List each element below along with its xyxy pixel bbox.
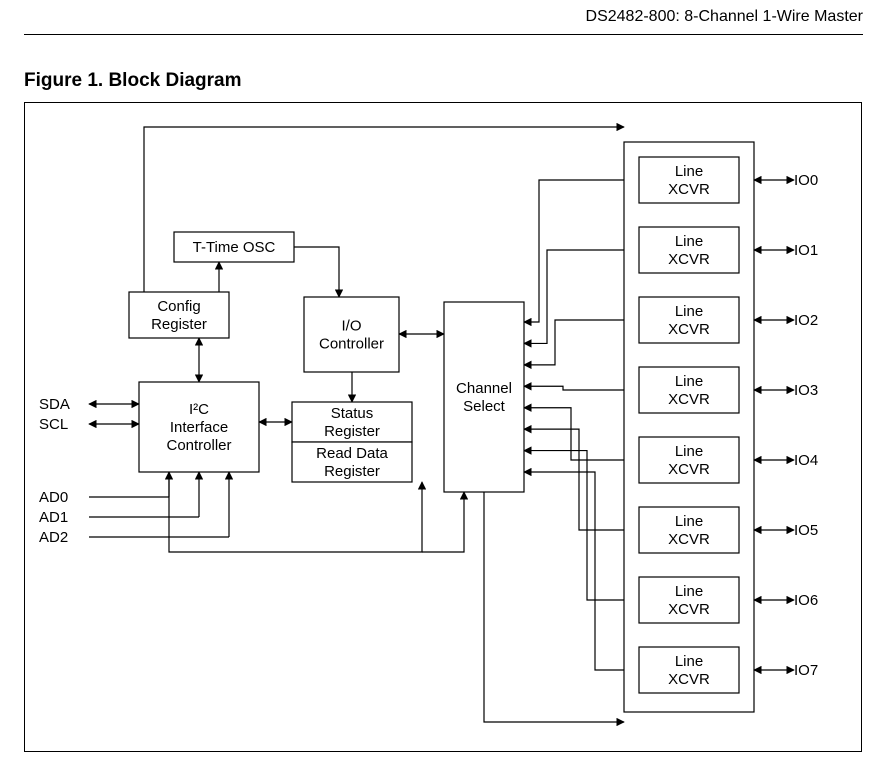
wire-chsel-xcvr-5 [524,429,639,530]
line-xcvr-4-label: XCVR [668,461,710,478]
config-register-block-label: Register [151,316,207,333]
wire-bus-to-chsel [422,492,464,552]
line-xcvr-2-label: Line [675,303,703,320]
header-rule [24,34,863,35]
status-register-block-label: Status [331,405,374,422]
wire-i2c-to-readdata [169,472,422,552]
i2c-interface-controller-block-label: I²C [189,401,209,418]
wire-chsel-to-xcvr-bottom [484,492,624,722]
pin-ad0-label: AD0 [39,489,68,506]
wire-chsel-xcvr-1 [524,250,639,343]
line-xcvr-3-label: Line [675,373,703,390]
read-data-register-block-label: Read Data [316,445,388,462]
io-label-3: IO3 [794,382,818,399]
wire-chsel-xcvr-2 [524,320,639,365]
line-xcvr-6-label: Line [675,583,703,600]
line-xcvr-5-label: XCVR [668,531,710,548]
read-data-register-block-label: Register [324,463,380,480]
io-controller-block-label: I/O [341,318,361,335]
line-xcvr-0-label: XCVR [668,181,710,198]
wire-chsel-xcvr-4 [524,408,639,460]
wire-chsel-xcvr-6 [524,451,639,600]
block-diagram: T-Time OSCConfigRegisterI²CInterfaceCont… [24,102,862,752]
wire-chsel-xcvr-0 [524,180,639,322]
wire-chsel-xcvr-3 [524,386,639,390]
line-xcvr-4-label: Line [675,443,703,460]
pin-ad1-label: AD1 [39,509,68,526]
io-label-5: IO5 [794,522,818,539]
line-xcvr-2-label: XCVR [668,321,710,338]
i2c-interface-controller-block-label: Interface [170,419,228,436]
io-controller-block-label: Controller [319,336,384,353]
i2c-interface-controller-block-label: Controller [166,437,231,454]
io-label-0: IO0 [794,172,818,189]
io-controller-block [304,297,399,372]
channel-select-block-label: Channel [456,380,512,397]
io-label-7: IO7 [794,662,818,679]
wire-chsel-xcvr-7 [524,472,639,670]
pin-scl-label: SCL [39,416,68,433]
line-xcvr-0-label: Line [675,163,703,180]
header-product: DS2482-800: 8-Channel 1-Wire Master [586,8,863,26]
pin-ad2-label: AD2 [39,529,68,546]
line-xcvr-5-label: Line [675,513,703,530]
io-label-1: IO1 [794,242,818,259]
config-register-block-label: Config [157,298,200,315]
line-xcvr-7-label: XCVR [668,671,710,688]
wire-config-to-xcvr [144,127,624,292]
io-label-4: IO4 [794,452,818,469]
ttime-osc-block-label: T-Time OSC [193,239,276,256]
status-register-block-label: Register [324,423,380,440]
figure-title: Figure 1. Block Diagram [24,70,242,92]
io-label-6: IO6 [794,592,818,609]
pin-sda-label: SDA [39,396,70,413]
line-xcvr-1-label: XCVR [668,251,710,268]
line-xcvr-6-label: XCVR [668,601,710,618]
channel-select-block-label: Select [463,398,506,415]
io-label-2: IO2 [794,312,818,329]
channel-select-block [444,302,524,492]
line-xcvr-1-label: Line [675,233,703,250]
line-xcvr-3-label: XCVR [668,391,710,408]
wire-ttime-ioctrl [294,247,339,297]
line-xcvr-7-label: Line [675,653,703,670]
